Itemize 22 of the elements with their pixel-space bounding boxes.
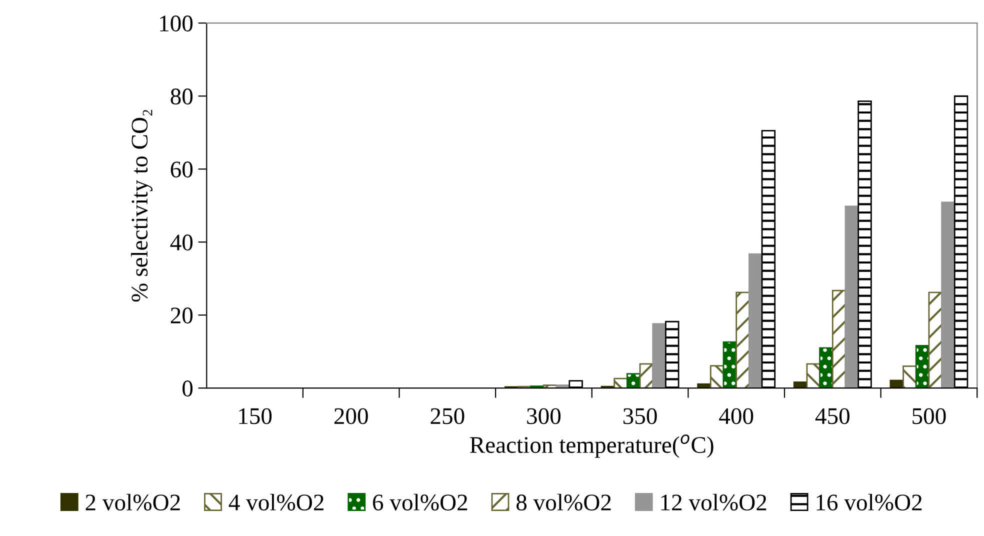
legend-label: 2 vol%O2 <box>86 494 180 511</box>
x-tick-label: 500 <box>912 408 946 424</box>
y-axis-title: % selectivity to CO₂ <box>130 110 152 302</box>
x-tick-label: 250 <box>430 408 464 424</box>
y-tick-label: 80 <box>170 88 193 104</box>
legend-label: 4 vol%O2 <box>228 494 324 511</box>
x-tick-label: 200 <box>334 408 368 424</box>
legend-label: 8 vol%O2 <box>516 494 611 511</box>
legend-label: 6 vol%O2 <box>373 494 468 511</box>
x-tick-label: 450 <box>815 408 850 424</box>
x-axis-title: Reaction temperature($^{o}$C) <box>470 434 714 458</box>
legend-label: 12 vol%O2 <box>661 494 766 511</box>
y-tick-label: 60 <box>170 162 193 178</box>
x-tick-label: 300 <box>527 408 561 424</box>
y-tick-label: 0 <box>182 380 193 396</box>
y-tick-label: 100 <box>160 16 193 32</box>
y-tick-label: 40 <box>170 234 193 250</box>
legend-label: 16 vol%O2 <box>816 494 922 511</box>
x-tick-label: 150 <box>239 408 272 424</box>
x-tick-label: 400 <box>719 408 754 424</box>
x-tick-label: 350 <box>623 408 657 424</box>
y-tick-label: 20 <box>170 308 193 324</box>
